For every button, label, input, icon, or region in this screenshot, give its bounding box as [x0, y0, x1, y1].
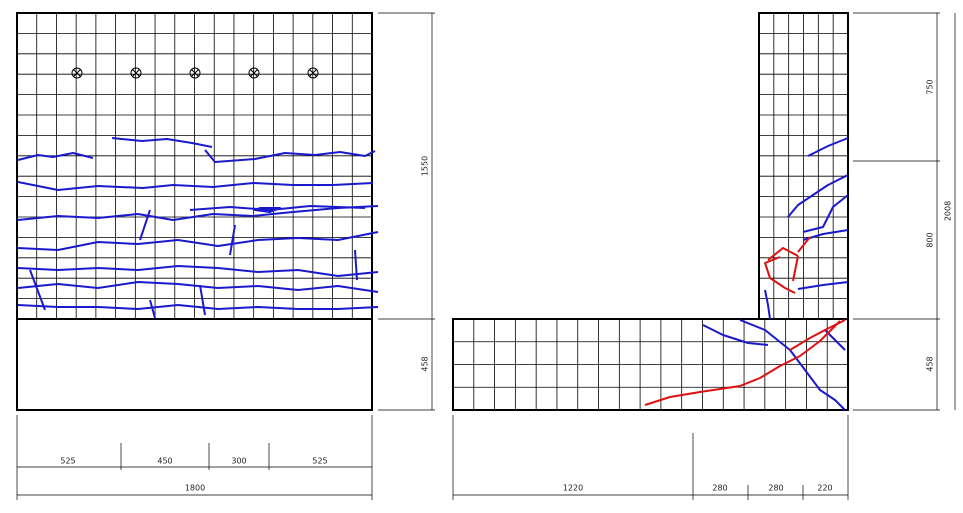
dimension-lines: [16, 12, 956, 500]
dim-label: 525: [312, 457, 327, 466]
dim-label: 450: [157, 457, 172, 466]
right-cracks: [644, 137, 849, 411]
dim-label: 750: [926, 79, 935, 94]
anchors: [71, 67, 319, 79]
dim-label: 280: [768, 484, 783, 493]
dim-label: 800: [926, 232, 935, 247]
right-base: [452, 318, 849, 411]
left-base: [16, 318, 373, 411]
dim-label: 220: [817, 484, 832, 493]
dim-label: 2008: [944, 201, 953, 221]
grids: [17, 13, 848, 410]
dim-label: 300: [231, 457, 246, 466]
left-cracks: [17, 137, 379, 319]
dim-label: 1800: [185, 484, 205, 493]
dim-label: 458: [421, 356, 430, 371]
dim-label: 525: [60, 457, 75, 466]
dim-label: 1220: [563, 484, 583, 493]
dim-label: 458: [926, 356, 935, 371]
dim-label: 280: [712, 484, 727, 493]
dim-label: 1550: [421, 156, 430, 176]
